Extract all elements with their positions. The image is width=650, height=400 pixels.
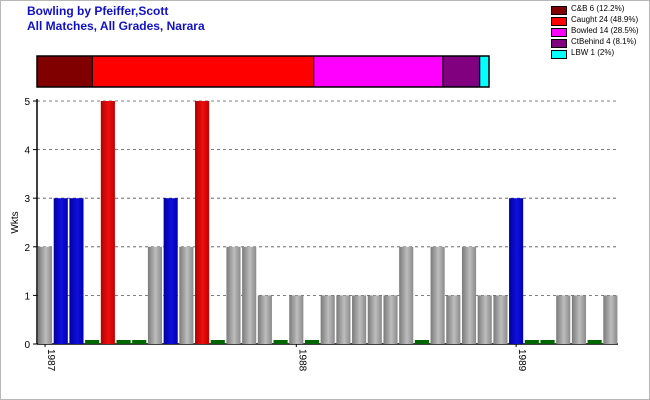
legend-swatch-lbw [551, 50, 567, 59]
dismissal-breakdown-bar [36, 55, 490, 88]
bar-match-34 [556, 295, 571, 344]
legend-swatch-bowled [551, 28, 567, 37]
y-axis-title: Wkts [10, 211, 21, 233]
chart-subtitle: All Matches, All Grades, Narara [27, 19, 205, 33]
bar-match-32 [524, 340, 539, 344]
dismissal-segment-lbw [479, 55, 490, 88]
bar-match-15 [257, 295, 272, 344]
legend-label-lbw: LBW 1 (2%) [571, 48, 615, 57]
bar-match-26 [430, 246, 445, 344]
dismissal-segment-bowled [313, 55, 444, 88]
dismissal-segment-cb [36, 55, 93, 88]
y-tick-label-1: 1 [24, 291, 30, 302]
bar-match-18 [304, 340, 320, 344]
bar-match-12 [210, 340, 225, 344]
x-tick-label-1987: 1987 [45, 349, 56, 372]
bar-match-19 [320, 295, 335, 344]
x-tick-label-1989: 1989 [516, 349, 527, 372]
chart-title: Bowling by Pfeiffer,Scott [27, 4, 169, 18]
bar-match-1 [38, 246, 53, 344]
bar-match-10 [179, 246, 194, 344]
dismissal-segment-ctbehind [442, 55, 481, 88]
legend-label-ctbehind: CtBehind 4 (8.1%) [571, 37, 637, 46]
bar-match-25 [414, 340, 429, 344]
y-tick-label-4: 4 [24, 146, 30, 157]
bar-match-3 [69, 198, 84, 344]
bar-match-30 [493, 295, 508, 344]
bar-match-5 [100, 101, 115, 344]
bar-match-14 [242, 246, 257, 344]
y-tick-label-3: 3 [24, 194, 30, 205]
bar-match-16 [273, 340, 288, 344]
bar-match-17 [289, 295, 304, 344]
bar-match-9 [163, 198, 178, 344]
bar-match-13 [226, 246, 241, 344]
y-tick-label-2: 2 [24, 243, 30, 254]
bar-match-35 [571, 295, 586, 344]
bar-match-24 [399, 246, 414, 344]
dismissal-bar-border [36, 55, 490, 88]
legend-label-caught: Caught 24 (48.9%) [571, 15, 639, 24]
axis-labels: 0 1 2 3 4 5 Wkts 1987 1988 1989 [10, 97, 527, 372]
bars [38, 101, 618, 344]
bar-match-4 [85, 340, 100, 344]
bar-match-6 [116, 340, 131, 344]
x-tick-label-1988: 1988 [296, 349, 307, 372]
bar-match-33 [540, 340, 555, 344]
legend-label-bowled: Bowled 14 (28.5%) [571, 26, 639, 35]
bar-match-8 [147, 246, 163, 344]
legend-swatch-ctbehind [551, 39, 567, 48]
bar-match-21 [352, 295, 367, 344]
legend-swatch-cb [551, 6, 567, 15]
grid-lines [37, 100, 618, 296]
legend-swatch-caught [551, 17, 567, 26]
legend-label-cb: C&B 6 (12.2%) [571, 4, 625, 13]
bar-match-20 [336, 295, 351, 344]
y-tick-label-5: 5 [24, 97, 30, 108]
dismissal-segment-caught [91, 55, 315, 88]
bar-match-31 [509, 198, 524, 344]
bar-match-2 [53, 198, 68, 344]
y-tick-label-0: 0 [24, 340, 30, 351]
bar-match-22 [367, 295, 382, 344]
bar-match-7 [132, 340, 147, 344]
bar-match-27 [446, 295, 461, 344]
bar-match-28 [461, 246, 477, 344]
bar-match-37 [603, 295, 618, 344]
bar-match-36 [587, 340, 602, 344]
bar-match-11 [195, 101, 210, 344]
bar-match-29 [477, 295, 492, 344]
bar-match-23 [383, 295, 398, 344]
